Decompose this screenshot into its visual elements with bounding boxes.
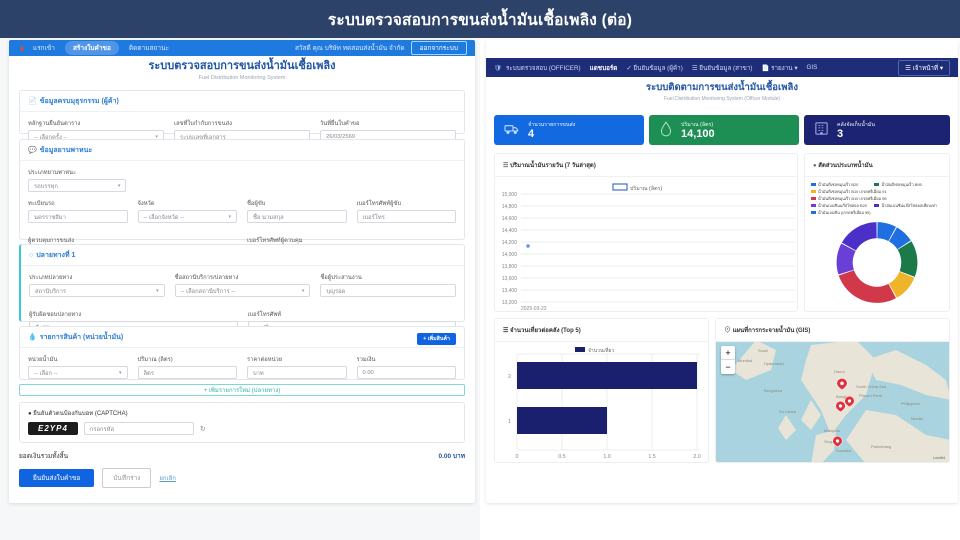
svg-text:2025-03-23: 2025-03-23 bbox=[521, 306, 547, 310]
svg-text:1.5: 1.5 bbox=[648, 454, 655, 460]
svg-text:Malaysia: Malaysia bbox=[824, 428, 841, 433]
svg-text:1: 1 bbox=[508, 419, 511, 425]
svg-text:0.5: 0.5 bbox=[558, 454, 565, 460]
svg-text:จำนวนเที่ยว: จำนวนเที่ยว bbox=[588, 347, 614, 354]
svg-text:2.0: 2.0 bbox=[693, 454, 700, 460]
svg-text:15,000: 15,000 bbox=[502, 192, 518, 198]
svg-text:13,200: 13,200 bbox=[502, 300, 518, 306]
svg-text:Mumbai: Mumbai bbox=[738, 358, 752, 363]
svg-text:1.0: 1.0 bbox=[603, 454, 610, 460]
svg-text:Hanoi: Hanoi bbox=[834, 369, 845, 374]
svg-text:14,600: 14,600 bbox=[502, 216, 518, 222]
svg-text:2: 2 bbox=[508, 374, 511, 380]
svg-text:Hyderabad: Hyderabad bbox=[764, 361, 784, 366]
svg-text:Manila: Manila bbox=[911, 416, 924, 421]
svg-text:Bengaluru: Bengaluru bbox=[764, 388, 782, 393]
svg-text:14,000: 14,000 bbox=[502, 252, 518, 258]
svg-text:13,400: 13,400 bbox=[502, 288, 518, 294]
svg-text:ปริมาณ (ลิตร): ปริมาณ (ลิตร) bbox=[630, 185, 662, 192]
svg-text:13,600: 13,600 bbox=[502, 276, 518, 282]
svg-text:South China Sea: South China Sea bbox=[856, 384, 887, 389]
svg-text:14,800: 14,800 bbox=[502, 204, 518, 210]
svg-text:0: 0 bbox=[516, 454, 519, 460]
svg-text:13,800: 13,800 bbox=[502, 264, 518, 270]
svg-text:14,400: 14,400 bbox=[502, 228, 518, 234]
svg-text:Philippines: Philippines bbox=[901, 401, 920, 406]
svg-text:Surat: Surat bbox=[758, 348, 768, 353]
svg-text:Palembang: Palembang bbox=[871, 444, 891, 449]
svg-text:Phnom Penh: Phnom Penh bbox=[859, 393, 882, 398]
svg-text:Sri Lanka: Sri Lanka bbox=[779, 409, 797, 414]
svg-text:14,200: 14,200 bbox=[502, 240, 518, 246]
